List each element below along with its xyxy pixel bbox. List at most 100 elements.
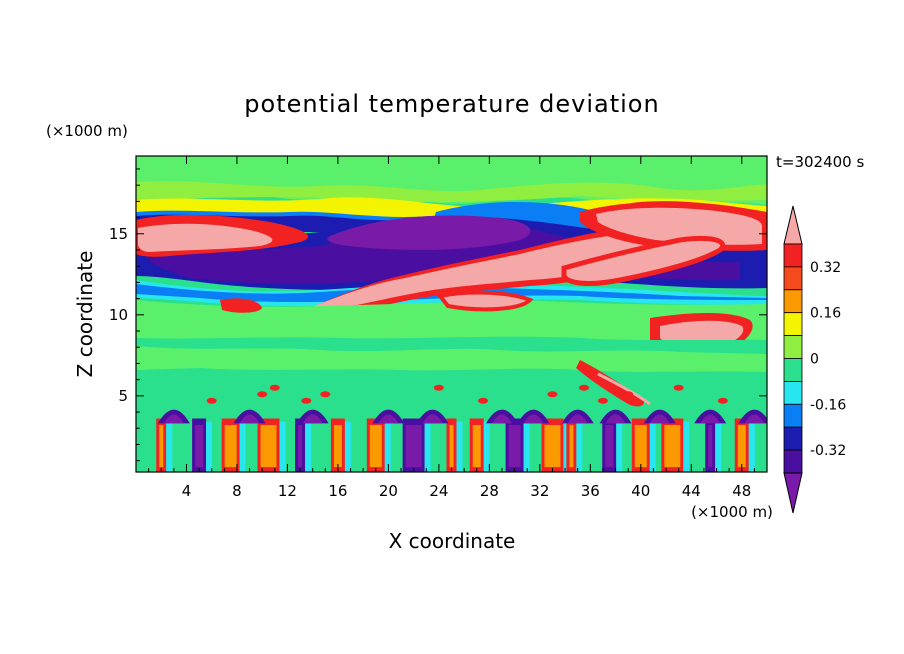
column-edge xyxy=(616,421,623,472)
column-edge xyxy=(715,421,722,472)
column-edge xyxy=(279,421,286,472)
convective-columns xyxy=(156,384,767,472)
pink-blob-central xyxy=(436,290,534,312)
convective-column-core xyxy=(333,425,342,468)
column-edge xyxy=(166,421,173,472)
negative-cap-core xyxy=(163,414,184,424)
column-edge xyxy=(683,421,690,472)
colorbar: 0.32 0.16 0 -0.16 -0.32 xyxy=(783,205,846,514)
time-label: t=302400 s xyxy=(776,153,864,171)
small-eddy xyxy=(301,397,312,404)
negative-cap-core xyxy=(523,414,544,424)
column-edge xyxy=(649,421,656,472)
column-edge xyxy=(748,421,755,472)
x-tick-label: 44 xyxy=(682,482,701,500)
convective-column-core xyxy=(405,425,422,468)
x-axis-label: X coordinate xyxy=(389,529,516,553)
small-eddy xyxy=(320,391,331,398)
colorbar-segment xyxy=(783,358,803,382)
colorbar-segment xyxy=(783,243,803,268)
colorbar-tick-label: 0.16 xyxy=(810,306,841,322)
negative-cap-core xyxy=(491,414,512,424)
x-tick-label: 32 xyxy=(530,482,549,500)
small-eddy xyxy=(547,391,558,398)
column-edge xyxy=(239,421,246,472)
x-tick-label: 24 xyxy=(429,482,448,500)
convective-column-core xyxy=(224,425,237,468)
positive-band-west xyxy=(136,214,309,257)
x-tick-label: 40 xyxy=(631,482,650,500)
x-unit-label: (×1000 m) xyxy=(691,503,773,521)
small-eddy xyxy=(478,397,489,404)
chart-title: potential temperature deviation xyxy=(244,90,659,118)
x-tick-label: 4 xyxy=(182,482,192,500)
colorbar-tick-label: 0.32 xyxy=(810,260,841,276)
lower-light-band xyxy=(136,346,767,372)
x-tick-label: 20 xyxy=(379,482,398,500)
column-edge xyxy=(576,421,583,472)
convective-column-core xyxy=(472,425,481,468)
negative-cap-core xyxy=(649,414,670,424)
tilted-streak-2 xyxy=(597,372,651,406)
y-tick-label: 15 xyxy=(109,225,128,243)
small-eddy xyxy=(433,384,444,391)
orange-blob-1 xyxy=(220,298,262,313)
upper-light-green xyxy=(136,181,767,203)
negative-cap-core xyxy=(567,414,588,424)
x-tick-label: 48 xyxy=(732,482,751,500)
convective-column-core xyxy=(569,425,574,468)
y-axis-label: Z coordinate xyxy=(73,251,97,378)
colorbar-segment xyxy=(783,289,803,314)
small-eddy xyxy=(579,384,590,391)
colorbar-segment xyxy=(783,426,803,451)
column-edge xyxy=(206,421,213,472)
small-eddy xyxy=(673,384,684,391)
colorbar-segment xyxy=(783,266,803,291)
central-minimum xyxy=(327,215,531,250)
column-edge xyxy=(344,421,351,472)
negative-cap-core xyxy=(378,414,399,424)
mid-green-band xyxy=(136,300,767,340)
x-tick-label: 8 xyxy=(232,482,242,500)
colorbar-segment xyxy=(783,335,803,359)
small-eddy xyxy=(257,391,268,398)
contour-field xyxy=(136,156,767,472)
x-tick-label: 12 xyxy=(278,482,297,500)
colorbar-tick-label: -0.16 xyxy=(810,397,846,413)
colorbar-tick-label: 0 xyxy=(810,352,819,368)
column-edge xyxy=(523,421,530,472)
negative-cap-core xyxy=(239,414,260,424)
convective-column-core xyxy=(708,425,713,468)
convective-column-core xyxy=(449,425,454,468)
x-tick-label: 36 xyxy=(581,482,600,500)
y-tick-label: 10 xyxy=(109,306,128,324)
colorbar-bottom-arrow xyxy=(783,472,803,514)
column-edge xyxy=(483,421,490,472)
column-edge xyxy=(305,421,312,472)
negative-cap-core xyxy=(302,414,323,424)
column-edge xyxy=(424,421,431,472)
convective-column-core xyxy=(737,425,746,468)
y-tick-label: 5 xyxy=(118,387,128,405)
colorbar-top-arrow xyxy=(783,205,803,245)
convective-column-core xyxy=(260,425,277,468)
convective-column-core xyxy=(544,425,561,468)
column-edge xyxy=(456,421,463,472)
x-tick-label: 28 xyxy=(480,482,499,500)
convective-column-core xyxy=(634,425,647,468)
small-eddy xyxy=(206,397,217,404)
convective-column-core xyxy=(369,425,382,468)
column-edge xyxy=(384,421,391,472)
small-eddy xyxy=(597,397,608,404)
small-eddy xyxy=(717,397,728,404)
x-tick-label: 16 xyxy=(328,482,347,500)
y-unit-label: (×1000 m) xyxy=(46,122,128,140)
negative-cap-core xyxy=(700,414,721,424)
convective-column-core xyxy=(298,425,303,468)
colorbar-segment xyxy=(783,312,803,337)
convective-column-core xyxy=(159,425,164,468)
negative-cap-core xyxy=(744,414,765,424)
negative-cap-core xyxy=(605,414,626,424)
colorbar-segment xyxy=(783,449,803,474)
